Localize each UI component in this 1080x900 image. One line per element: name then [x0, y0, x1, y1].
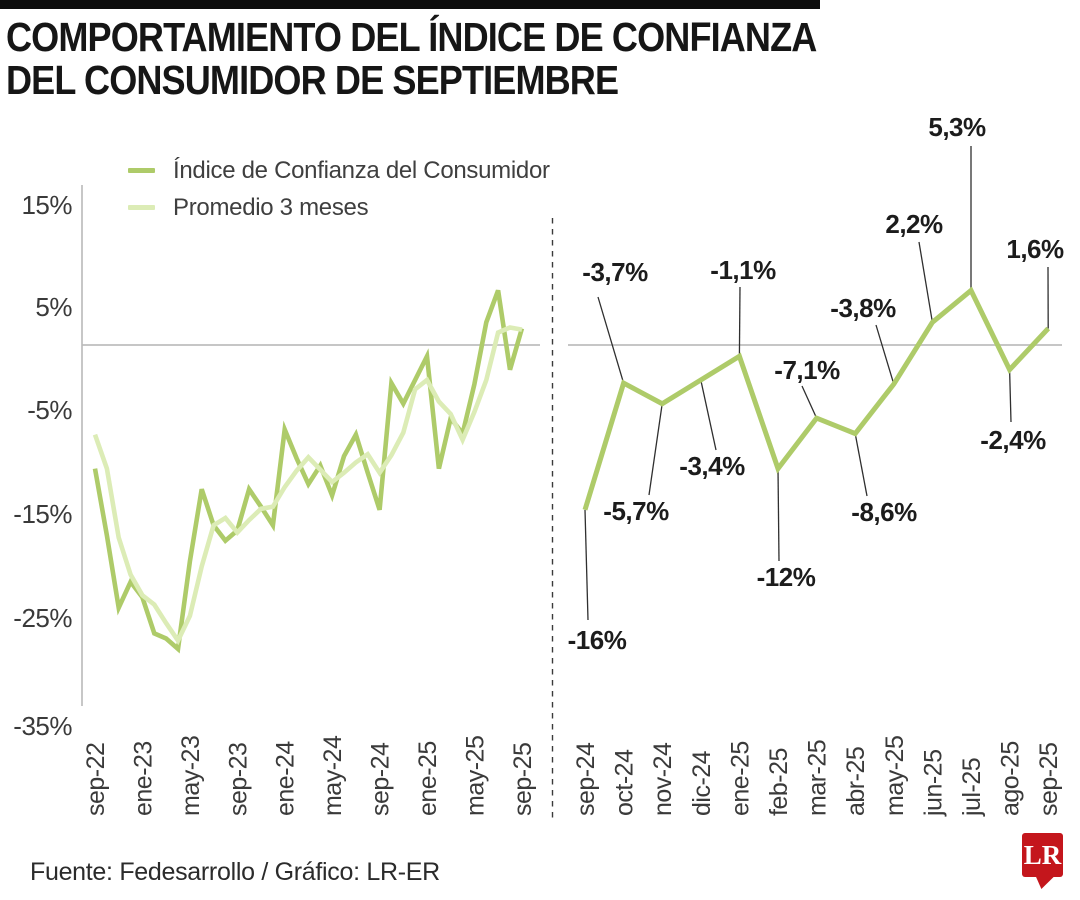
data-point-label: -2,4% — [980, 425, 1046, 455]
x-tick-label-left: sep-25 — [509, 743, 537, 816]
x-tick-label-right: abr-25 — [842, 747, 870, 816]
legend-item-promedio: Promedio 3 meses — [128, 189, 550, 226]
data-label-callout-line — [597, 296, 625, 384]
lr-logo-badge: LR — [1022, 833, 1063, 877]
x-tick-label-right: nov-24 — [649, 742, 677, 816]
data-label-callout-line — [700, 379, 717, 451]
data-label-callout-line — [854, 433, 868, 497]
x-tick-label-left: ene-25 — [414, 741, 442, 816]
title-line-2: DEL CONSUMIDOR DE SEPTIEMBRE — [6, 57, 619, 103]
y-tick-label: 5% — [35, 292, 72, 322]
icc-line-swatch-icon — [128, 168, 155, 173]
data-point-label: -8,6% — [851, 497, 917, 527]
data-point-label: -12% — [757, 562, 816, 592]
page-title: COMPORTAMIENTO DEL ÍNDICE DE CONFIANZA D… — [6, 16, 886, 102]
x-tick-label-left: ene-24 — [272, 741, 300, 816]
title-line-1: COMPORTAMIENTO DEL ÍNDICE DE CONFIANZA — [6, 14, 817, 60]
x-tick-label-left: sep-22 — [82, 743, 110, 816]
data-point-label: -16% — [568, 625, 627, 655]
data-point-label: 1,6% — [1006, 234, 1064, 264]
y-tick-label: -5% — [27, 395, 72, 425]
x-tick-label-right: jul-25 — [958, 758, 986, 817]
x-tick-label-left: may-25 — [461, 736, 489, 816]
legend-label-icc: Índice de Confianza del Consumidor — [173, 156, 550, 184]
data-label-callout-line — [584, 509, 589, 621]
data-label-callout-line — [777, 468, 780, 562]
data-label-callout-line — [875, 324, 895, 385]
x-tick-label-left: may-23 — [177, 736, 205, 816]
promedio-line-swatch-icon — [128, 205, 155, 210]
y-tick-label: -15% — [13, 499, 72, 529]
x-tick-label-right: sep-25 — [1035, 743, 1063, 816]
x-tick-label-right: sep-24 — [572, 742, 600, 816]
x-tick-label-left: sep-24 — [367, 742, 395, 816]
x-tick-label-left: sep-23 — [224, 743, 252, 816]
data-point-label: -5,7% — [603, 496, 669, 526]
y-tick-label: -35% — [13, 711, 72, 741]
data-point-label: -3,7% — [582, 257, 648, 287]
y-tick-label: 15% — [21, 190, 72, 220]
legend-item-icc: Índice de Confianza del Consumidor — [128, 152, 550, 189]
data-label-callout-line — [648, 403, 663, 496]
data-point-label: -1,1% — [710, 255, 776, 285]
data-label-callout-line — [918, 241, 934, 323]
data-point-label: -7,1% — [774, 355, 840, 385]
promedio-3-meses-line — [92, 325, 523, 646]
y-tick-label: -25% — [13, 603, 72, 633]
source-credit: Fuente: Fedesarrollo / Gráfico: LR-ER — [30, 858, 440, 886]
x-tick-label-right: dic-24 — [688, 750, 716, 816]
data-point-label: 2,2% — [885, 209, 943, 239]
x-tick-label-right: ene-25 — [726, 741, 754, 816]
lr-logo-tail — [1032, 876, 1055, 889]
x-tick-label-right: mar-25 — [804, 740, 832, 816]
data-label-callout-line — [801, 385, 818, 419]
icc-line-detail — [582, 286, 1051, 511]
x-tick-label-right: oct-24 — [611, 749, 639, 816]
legend-label-promedio: Promedio 3 meses — [173, 193, 369, 221]
x-tick-label-right: may-25 — [881, 736, 909, 816]
data-point-label: -3,4% — [679, 451, 745, 481]
data-label-callout-line — [1008, 369, 1012, 423]
lr-logo-icon: LR — [1022, 833, 1063, 889]
legend: Índice de Confianza del Consumidor Prome… — [128, 152, 550, 226]
x-tick-label-right: feb-25 — [765, 748, 793, 816]
x-tick-label-right: jun-25 — [919, 750, 947, 818]
data-point-label: -3,8% — [830, 293, 896, 323]
top-accent-bar — [0, 0, 820, 9]
x-tick-label-right: ago-25 — [997, 741, 1025, 816]
x-tick-label-left: may-24 — [319, 735, 347, 816]
data-label-callout-line — [738, 286, 741, 357]
data-point-label: 5,3% — [928, 112, 986, 142]
x-tick-label-left: ene-23 — [129, 741, 157, 816]
